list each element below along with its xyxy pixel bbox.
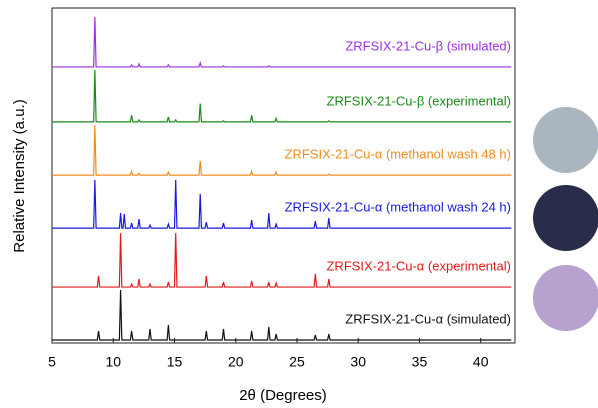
x-tick-label: 10: [105, 354, 121, 370]
sample-photo: [533, 265, 598, 331]
x-tick-label: 40: [473, 354, 489, 370]
x-axis-label: 2θ (Degrees): [239, 387, 327, 404]
pattern-line: [52, 233, 512, 288]
pattern-line: [52, 290, 512, 341]
pattern-line: [52, 125, 512, 176]
series-label: ZRFSIX-21-Cu-α (methanol wash 48 h): [285, 147, 511, 162]
pattern-line: [52, 17, 512, 68]
series-label: ZRFSIX-21-Cu-α (experimental): [326, 258, 511, 273]
y-axis-label: Relative Intensity (a.u.): [11, 99, 28, 252]
x-tick-label: 15: [167, 354, 183, 370]
pattern-line: [52, 69, 512, 123]
sample-photo: [533, 107, 598, 173]
sample-photo: [533, 185, 598, 251]
x-tick-label: 30: [350, 354, 366, 370]
x-tick-label: 20: [228, 354, 244, 370]
pattern-line: [52, 179, 512, 229]
series-label: ZRFSIX-21-Cu-β (simulated): [345, 38, 511, 53]
series-label: ZRFSIX-21-Cu-β (experimental): [327, 93, 511, 108]
series-label: ZRFSIX-21-Cu-α (methanol wash 24 h): [285, 200, 511, 215]
x-tick-label: 5: [48, 354, 56, 370]
x-tick-label: 35: [412, 354, 428, 370]
x-tick-label: 25: [289, 354, 305, 370]
series-label: ZRFSIX-21-Cu-α (simulated): [345, 311, 511, 326]
